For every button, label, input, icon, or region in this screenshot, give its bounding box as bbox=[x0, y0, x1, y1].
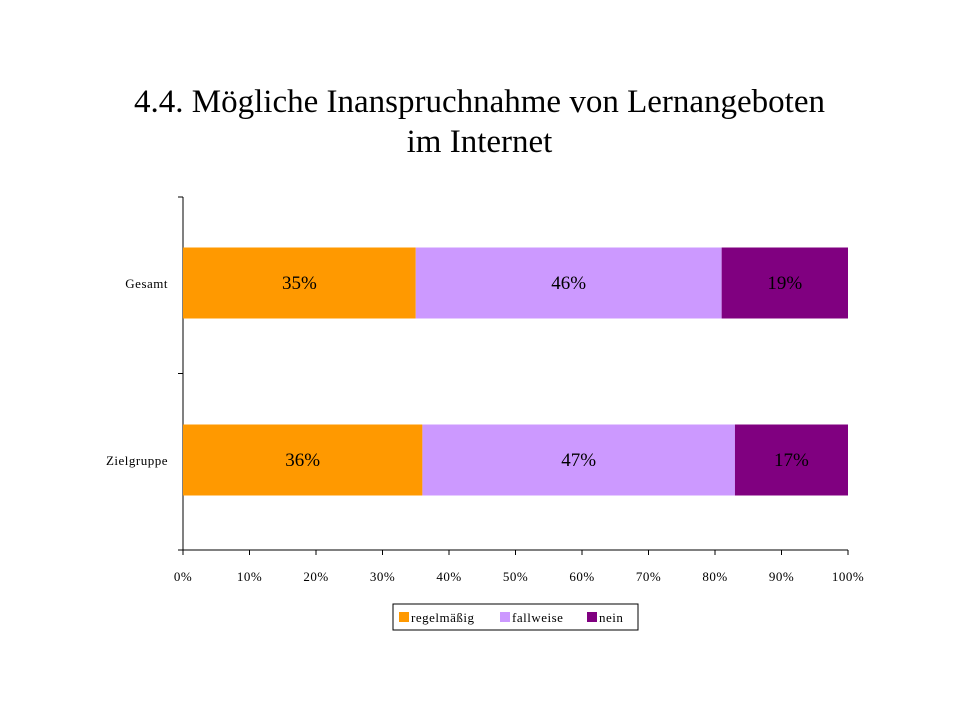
legend-label: regelmäßig bbox=[411, 610, 474, 625]
legend-box bbox=[392, 603, 639, 631]
x-tick-label: 0% bbox=[174, 569, 192, 584]
data-label: 19% bbox=[767, 273, 802, 294]
legend: regelmäßig fallweise nein bbox=[392, 603, 639, 631]
legend-swatch bbox=[399, 612, 409, 622]
bar-segment bbox=[183, 247, 416, 319]
axes: 0% 10% 20% 30% 40% 50% 60% 70% 80% 90% 100% Gesamt Z… bbox=[106, 196, 864, 584]
data-label: 35% bbox=[282, 273, 317, 294]
chart-title-line-2: im Internet bbox=[406, 124, 553, 160]
legend-swatch bbox=[587, 612, 597, 622]
chart-title-line-1: 4.4. Mögliche Inanspruchnahme von Lernan… bbox=[134, 84, 825, 120]
x-tick-label: 80% bbox=[702, 569, 727, 584]
x-tick-label: 40% bbox=[436, 569, 461, 584]
bar-segment bbox=[415, 247, 722, 319]
chart-title: 4.4. Mögliche Inanspruchnahme von Lernan… bbox=[0, 82, 959, 162]
data-label: 47% bbox=[561, 450, 596, 471]
x-tick-label: 90% bbox=[769, 569, 794, 584]
y-category-label: Gesamt bbox=[125, 276, 168, 291]
data-label: 36% bbox=[285, 450, 320, 471]
bars bbox=[183, 247, 848, 496]
bar-segment bbox=[183, 424, 423, 496]
bar-segment bbox=[734, 424, 848, 496]
x-tick-label: 70% bbox=[636, 569, 661, 584]
legend-swatch bbox=[500, 612, 510, 622]
x-tick-label: 50% bbox=[503, 569, 528, 584]
x-tick-label: 10% bbox=[237, 569, 262, 584]
data-labels: 35% 46% 19% 36% 47% 17% bbox=[282, 273, 809, 471]
data-label: 46% bbox=[551, 273, 586, 294]
x-tick-label: 60% bbox=[569, 569, 594, 584]
y-category-label: Zielgruppe bbox=[106, 453, 168, 468]
legend-label: nein bbox=[599, 610, 623, 625]
x-tick-label: 100% bbox=[832, 569, 864, 584]
x-tick-label: 30% bbox=[370, 569, 395, 584]
x-tick-label: 20% bbox=[303, 569, 328, 584]
legend-label: fallweise bbox=[512, 610, 563, 625]
bar-segment bbox=[721, 247, 848, 319]
bar-segment bbox=[422, 424, 735, 496]
data-label: 17% bbox=[774, 450, 809, 471]
